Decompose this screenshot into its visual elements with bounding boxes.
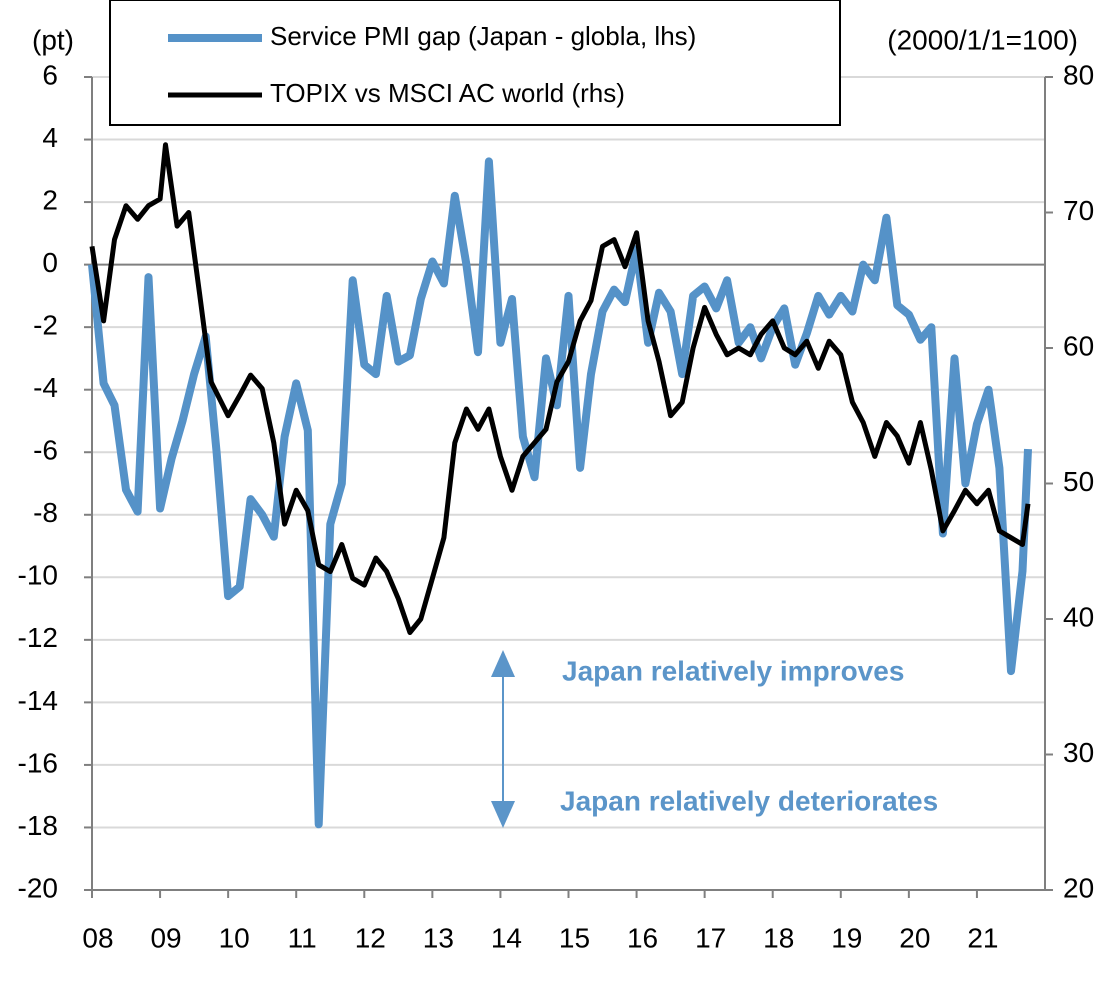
x-tick-label: 12: [355, 922, 386, 953]
y-tick-label: -16: [18, 747, 58, 778]
x-tick-label: 14: [491, 922, 522, 953]
x-tick-label: 10: [219, 922, 250, 953]
y-tick-label: 2: [42, 184, 58, 215]
legend-label: TOPIX vs MSCI AC world (rhs): [270, 78, 625, 108]
y2-axis-label: (2000/1/1=100): [887, 24, 1078, 55]
x-tick-label: 19: [831, 922, 862, 953]
y-tick-label: -14: [18, 685, 58, 716]
y2-tick-label: 50: [1063, 466, 1094, 497]
y2-tick-label: 70: [1063, 195, 1094, 226]
y-tick-label: -8: [33, 497, 58, 528]
x-tick-label: 16: [627, 922, 658, 953]
y2-tick-label: 60: [1063, 330, 1094, 361]
legend: Service PMI gap (Japan - globla, lhs) TOP…: [109, 0, 841, 126]
y2-tick-label: 80: [1063, 59, 1094, 90]
x-tick-label: 21: [967, 922, 998, 953]
y2-tick-label: 30: [1063, 737, 1094, 768]
x-tick-label: 09: [150, 922, 181, 953]
annotation: Japan relatively improves: [562, 655, 904, 686]
y-tick-label: -20: [18, 872, 58, 903]
annotation: Japan relatively deteriorates: [560, 785, 938, 816]
x-tick-label: 17: [695, 922, 726, 953]
y-tick-label: -12: [18, 622, 58, 653]
x-tick-label: 15: [559, 922, 590, 953]
legend-box: [109, 0, 841, 126]
y-tick-label: -18: [18, 810, 58, 841]
y-tick-label: -2: [33, 310, 58, 341]
x-tick-label: 11: [288, 922, 317, 953]
y-axis-label: (pt): [32, 24, 74, 55]
y-tick-label: 6: [42, 59, 58, 90]
y-tick-label: -10: [18, 560, 58, 591]
x-tick-label: 08: [82, 922, 113, 953]
x-tick-label: 20: [899, 922, 930, 953]
annotation-arrow: [491, 650, 515, 828]
y-tick-label: 0: [42, 247, 58, 278]
x-tick-label: 13: [423, 922, 454, 953]
legend-label: Service PMI gap (Japan - globla, lhs): [270, 21, 696, 51]
x-tick-label: 18: [763, 922, 794, 953]
y2-tick-label: 20: [1063, 872, 1094, 903]
y-tick-label: -6: [33, 435, 58, 466]
series-line: [88, 157, 1032, 829]
series-line: [89, 142, 1031, 635]
y-tick-label: -4: [33, 372, 58, 403]
y-tick-label: 4: [42, 122, 58, 153]
y2-tick-label: 40: [1063, 601, 1094, 632]
